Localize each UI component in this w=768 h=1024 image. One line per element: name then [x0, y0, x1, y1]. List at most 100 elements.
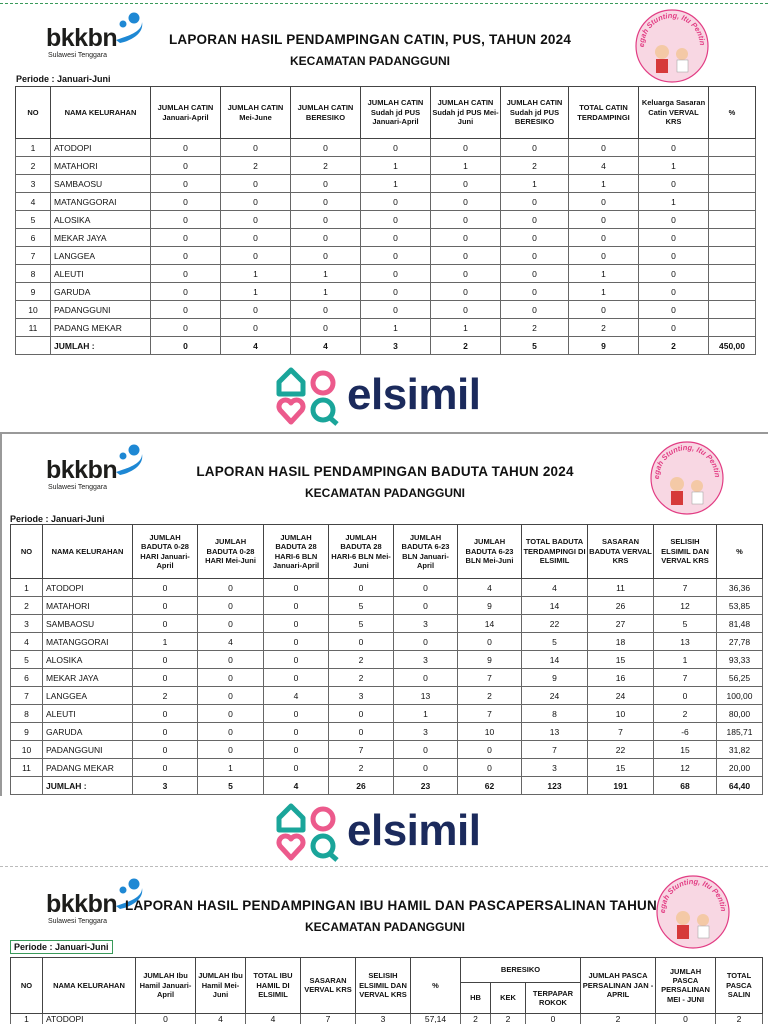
table-cell: 36,36	[716, 578, 763, 597]
table-cell: 0	[430, 282, 501, 301]
table-cell	[708, 138, 756, 157]
table-cell: 0	[328, 578, 394, 597]
report-table: NO NAMA KELURAHAN JUMLAH CATIN Januari-Apr…	[15, 86, 756, 355]
badge: Cegah Stunting, Itu Penting!	[649, 440, 724, 515]
table-cell: 1	[10, 1012, 43, 1024]
table-row: 11 PADANG MEKAR 0 1 0 2 0 0 3 15 12 20,00	[10, 758, 763, 777]
table-cell: 0	[653, 686, 717, 705]
elsimil-icon	[276, 803, 339, 862]
badge-circle	[656, 875, 730, 949]
table-cell: 0	[393, 740, 458, 759]
table-cell: 4	[263, 686, 329, 705]
total-cell: 4	[263, 776, 329, 795]
table-cell: GARUDA	[42, 722, 133, 741]
table-row: 6 MEKAR JAYA 0 0 0 2 0 7 9 16 7 56,25	[10, 668, 763, 687]
table-cell: 7	[10, 686, 43, 705]
column-header: TOTAL BADUTA TERDAMPINGI DI ELSIMIL	[521, 524, 588, 579]
badge-body	[656, 59, 668, 73]
table-cell: 2	[328, 650, 394, 669]
total-cell: 64,40	[716, 776, 763, 795]
header-row: NO NAMA KELURAHAN JUMLAH BADUTA 0-28 HARI …	[10, 524, 763, 579]
table-cell: 0	[655, 1012, 716, 1024]
table-cell: MATANGGORAI	[50, 192, 151, 211]
table-cell: PADANGGUNI	[50, 300, 151, 319]
table-cell: MEKAR JAYA	[50, 228, 151, 247]
table-cell: 1	[360, 156, 431, 175]
table-cell: 0	[290, 300, 361, 319]
table-cell: -6	[653, 722, 717, 741]
table-cell: 0	[360, 264, 431, 283]
header-row: NO NAMA KELURAHAN JUMLAH CATIN Januari-Apr…	[15, 86, 756, 139]
table-cell: 0	[220, 246, 291, 265]
elsimil-icon	[276, 367, 339, 426]
total-cell: 3	[132, 776, 198, 795]
total-cell: 450,00	[708, 336, 756, 355]
column-header: TOTAL IBU HAMIL DI ELSIMIL	[245, 957, 301, 1014]
table-cell: 4	[568, 156, 639, 175]
table-cell: 0	[150, 246, 221, 265]
table-row: 7 LANGGEA 2 0 4 3 13 2 24 24 0 100,00	[10, 686, 763, 705]
table-row: 1 ATODOPI 0 4 4 7 3 57,14 2 2 0 2 0 2	[10, 1012, 763, 1024]
table-cell: 0	[568, 138, 639, 157]
total-cell: 26	[328, 776, 394, 795]
table-cell: 0	[263, 722, 329, 741]
table-cell: 0	[150, 192, 221, 211]
table-row: 2 MATAHORI 0 2 2 1 1 2 4 1	[15, 156, 756, 175]
elsimil-logo: elsimil	[275, 364, 505, 426]
table-cell: LANGGEA	[42, 686, 133, 705]
icon-heart	[276, 397, 306, 425]
table-cell: 0	[568, 192, 639, 211]
table-cell: 22	[521, 614, 588, 633]
table-cell: ATODOPI	[42, 578, 133, 597]
column-header: JUMLAH PASCA PERSALINAN JAN - APRIL	[580, 957, 656, 1014]
total-cell: 191	[587, 776, 654, 795]
column-header: JUMLAH BADUTA 28 HARI-6 BLN Januari-Apri…	[263, 524, 329, 579]
table-cell: 0	[132, 650, 198, 669]
table-cell: 0	[500, 192, 569, 211]
table-cell: 1	[220, 282, 291, 301]
table-cell: 0	[500, 264, 569, 283]
report-subtitle: KECAMATAN PADANGGUNI	[305, 486, 465, 500]
badge-face	[655, 45, 669, 59]
table-cell	[708, 210, 756, 229]
table-cell: 0	[638, 228, 709, 247]
table-cell: 4	[521, 578, 588, 597]
table-cell: 0	[393, 596, 458, 615]
table-cell: 3	[393, 650, 458, 669]
total-cell: 123	[521, 776, 588, 795]
table-cell: 0	[197, 668, 264, 687]
table-cell: 27,78	[716, 632, 763, 651]
table-cell: 0	[132, 668, 198, 687]
table-cell: 0	[263, 758, 329, 777]
column-header: JUMLAH CATIN BERESIKO	[290, 86, 361, 139]
table-cell: 3	[355, 1012, 411, 1024]
table-cell: MATANGGORAI	[42, 632, 133, 651]
table-cell: 1	[197, 758, 264, 777]
table-cell: 0	[500, 228, 569, 247]
elsimil-logo: elsimil	[275, 800, 505, 862]
table-cell: 0	[568, 228, 639, 247]
icon-bubble	[310, 833, 336, 859]
table-cell: 0	[430, 264, 501, 283]
table-cell: 53,85	[716, 596, 763, 615]
table-cell: 15	[587, 650, 654, 669]
column-header: JUMLAH BADUTA 6-23 BLN Januari-April	[393, 524, 458, 579]
table-row: 6 MEKAR JAYA 0 0 0 0 0 0 0 0	[15, 228, 756, 247]
table-cell: 18	[587, 632, 654, 651]
table-cell: 1	[393, 704, 458, 723]
table-cell: 0	[430, 192, 501, 211]
badge-circle	[635, 9, 709, 83]
badge-circle	[650, 441, 724, 515]
table-cell: 0	[197, 704, 264, 723]
total-cell: 9	[568, 336, 639, 355]
column-header: NAMA KELURAHAN	[50, 86, 151, 139]
column-header: TOTAL PASCA SALIN	[715, 957, 763, 1014]
column-header: JUMLAH CATIN Mei-June	[220, 86, 291, 139]
table-cell: 0	[197, 686, 264, 705]
table-cell: 3	[15, 174, 51, 193]
table-cell: 0	[197, 596, 264, 615]
table-cell: 56,25	[716, 668, 763, 687]
table-cell: 9	[10, 722, 43, 741]
table-cell: 16	[587, 668, 654, 687]
report-subtitle: KECAMATAN PADANGGUNI	[305, 920, 465, 934]
